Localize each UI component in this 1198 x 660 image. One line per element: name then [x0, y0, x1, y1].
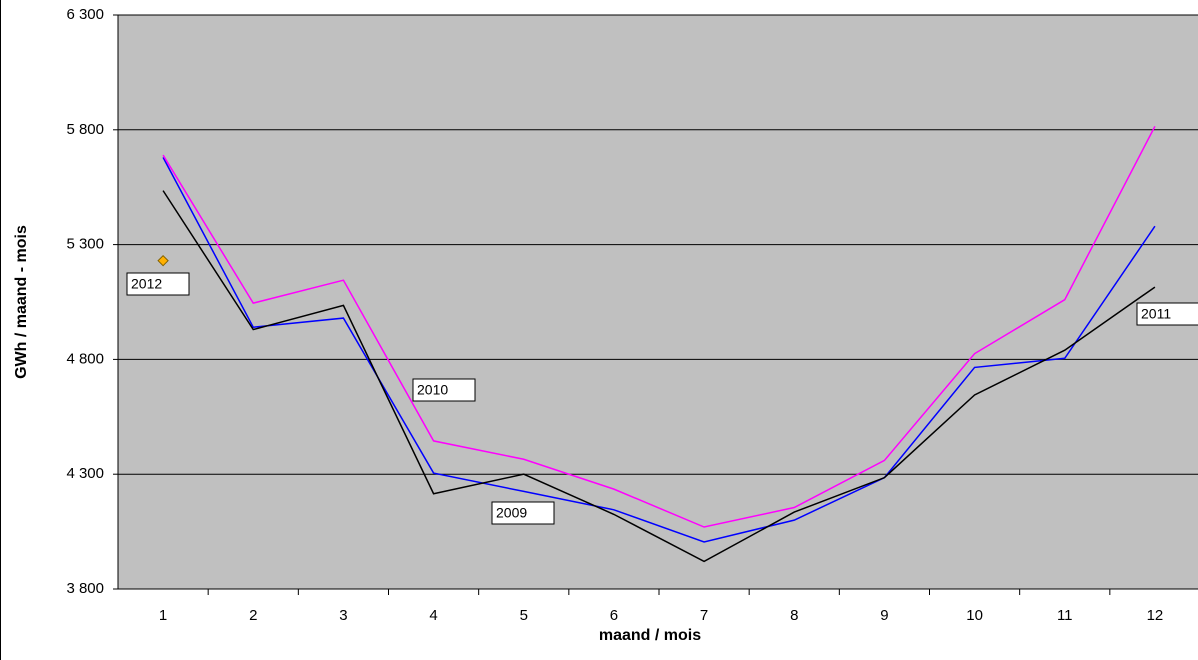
- x-tick-label: 5: [520, 607, 528, 624]
- x-tick-label: 7: [700, 607, 708, 624]
- series-label: 2009: [496, 505, 527, 521]
- x-axis-label: maand / mois: [599, 627, 701, 644]
- x-tick-label: 3: [339, 607, 347, 624]
- x-tick-label: 12: [1147, 607, 1164, 624]
- series-label: 2011: [1141, 306, 1171, 322]
- x-tick-label: 1: [159, 607, 167, 624]
- series-label-box: [1136, 302, 1198, 326]
- x-tick-label: 10: [966, 607, 983, 624]
- x-tick-label: 11: [1057, 607, 1073, 624]
- y-tick-label: 3 800: [66, 580, 104, 597]
- y-axis-label: GWh / maand - mois: [13, 225, 30, 379]
- series-label: 2012: [131, 276, 162, 292]
- series-label-box: [126, 272, 190, 296]
- x-tick-label: 9: [880, 607, 888, 624]
- y-tick-label: 4 800: [66, 350, 104, 367]
- plot-area: [118, 15, 1198, 589]
- x-tick-label: 6: [610, 607, 618, 624]
- series-label-box: [412, 378, 476, 402]
- series-line: [162, 190, 1156, 563]
- y-tick-label: 5 300: [66, 236, 104, 253]
- y-tick-label: 6 300: [66, 6, 104, 23]
- series-label: 2010: [417, 382, 448, 398]
- x-tick-label: 2: [249, 607, 257, 624]
- x-tick-label: 4: [429, 607, 437, 624]
- y-tick-label: 4 300: [66, 465, 104, 482]
- series-line: [162, 157, 1156, 543]
- x-tick-label: 8: [790, 607, 798, 624]
- series-line: [162, 126, 1156, 528]
- data-point: [157, 254, 169, 267]
- series-label-box: [491, 501, 555, 525]
- y-tick-label: 5 800: [66, 121, 104, 138]
